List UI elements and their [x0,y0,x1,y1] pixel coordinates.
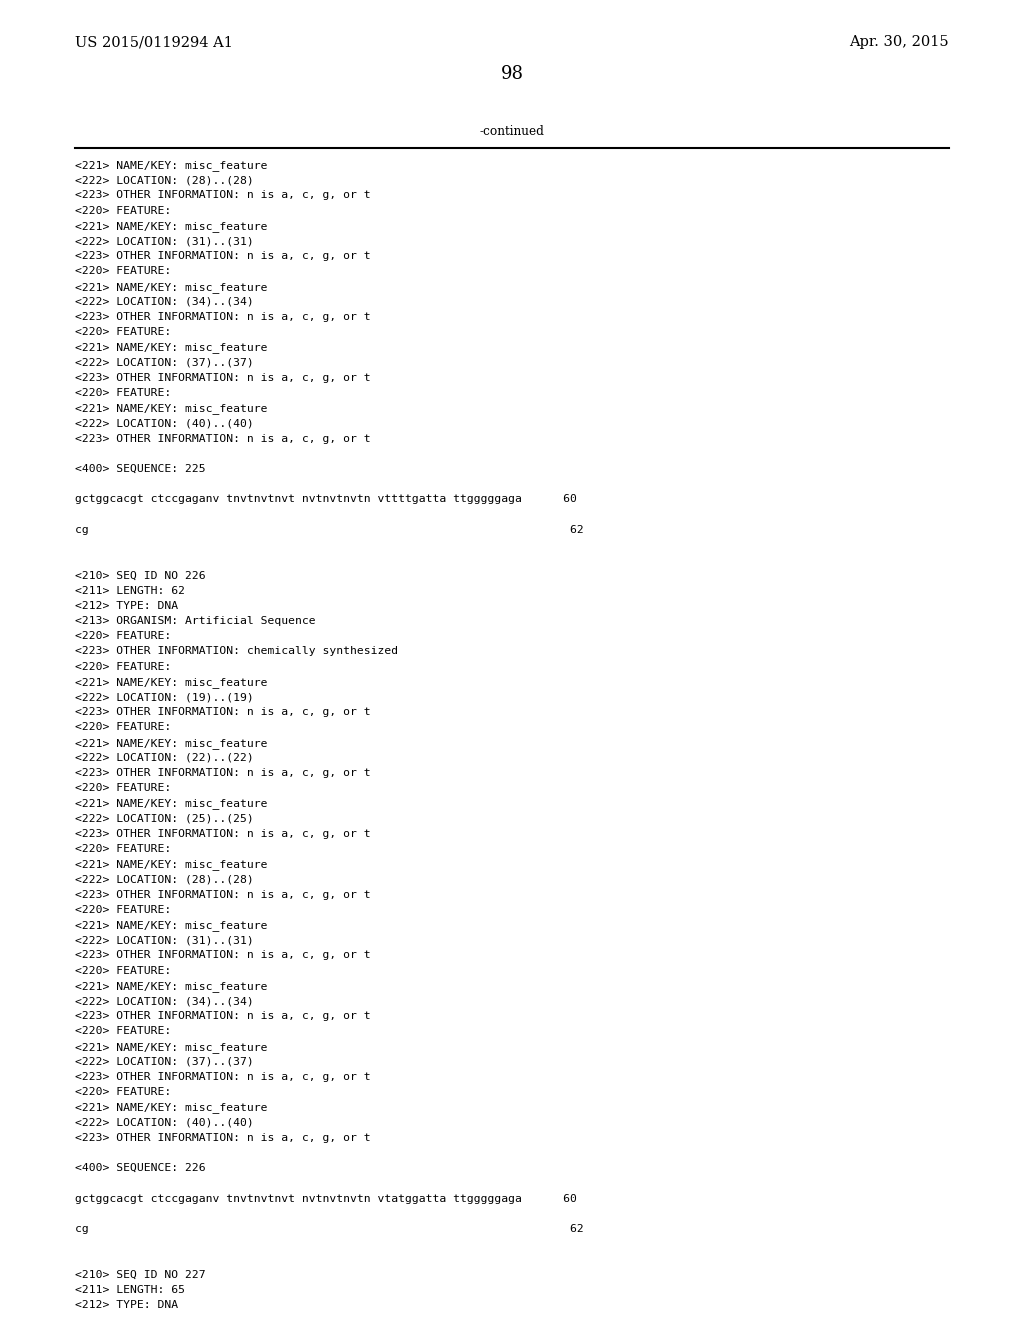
Text: <220> FEATURE:: <220> FEATURE: [75,843,171,854]
Text: <223> OTHER INFORMATION: n is a, c, g, or t: <223> OTHER INFORMATION: n is a, c, g, o… [75,890,371,900]
Text: <223> OTHER INFORMATION: chemically synthesized: <223> OTHER INFORMATION: chemically synt… [75,647,398,656]
Text: US 2015/0119294 A1: US 2015/0119294 A1 [75,36,232,49]
Text: <220> FEATURE:: <220> FEATURE: [75,327,171,337]
Text: <223> OTHER INFORMATION: n is a, c, g, or t: <223> OTHER INFORMATION: n is a, c, g, o… [75,251,371,261]
Text: <221> NAME/KEY: misc_feature: <221> NAME/KEY: misc_feature [75,1102,267,1113]
Text: <222> LOCATION: (22)..(22): <222> LOCATION: (22)..(22) [75,752,254,763]
Text: <220> FEATURE:: <220> FEATURE: [75,783,171,793]
Text: <223> OTHER INFORMATION: n is a, c, g, or t: <223> OTHER INFORMATION: n is a, c, g, o… [75,1133,371,1143]
Text: <220> FEATURE:: <220> FEATURE: [75,661,171,672]
Text: <221> NAME/KEY: misc_feature: <221> NAME/KEY: misc_feature [75,920,267,931]
Text: <221> NAME/KEY: misc_feature: <221> NAME/KEY: misc_feature [75,281,267,293]
Text: -continued: -continued [479,125,545,139]
Text: <223> OTHER INFORMATION: n is a, c, g, or t: <223> OTHER INFORMATION: n is a, c, g, o… [75,708,371,717]
Text: <220> FEATURE:: <220> FEATURE: [75,722,171,733]
Text: <221> NAME/KEY: misc_feature: <221> NAME/KEY: misc_feature [75,160,267,170]
Text: <211> LENGTH: 65: <211> LENGTH: 65 [75,1284,185,1295]
Text: <222> LOCATION: (28)..(28): <222> LOCATION: (28)..(28) [75,176,254,185]
Text: <220> FEATURE:: <220> FEATURE: [75,267,171,276]
Text: gctggcacgt ctccgaganv tnvtnvtnvt nvtnvtnvtn vtatggatta ttgggggaga      60: gctggcacgt ctccgaganv tnvtnvtnvt nvtnvtn… [75,1193,577,1204]
Text: <223> OTHER INFORMATION: n is a, c, g, or t: <223> OTHER INFORMATION: n is a, c, g, o… [75,1072,371,1082]
Text: <221> NAME/KEY: misc_feature: <221> NAME/KEY: misc_feature [75,677,267,688]
Text: <221> NAME/KEY: misc_feature: <221> NAME/KEY: misc_feature [75,403,267,414]
Text: <221> NAME/KEY: misc_feature: <221> NAME/KEY: misc_feature [75,799,267,809]
Text: <212> TYPE: DNA: <212> TYPE: DNA [75,1300,178,1309]
Text: <221> NAME/KEY: misc_feature: <221> NAME/KEY: misc_feature [75,981,267,991]
Text: <220> FEATURE:: <220> FEATURE: [75,1027,171,1036]
Text: cg                                                                      62: cg 62 [75,1224,584,1234]
Text: <222> LOCATION: (31)..(31): <222> LOCATION: (31)..(31) [75,236,254,246]
Text: <223> OTHER INFORMATION: n is a, c, g, or t: <223> OTHER INFORMATION: n is a, c, g, o… [75,372,371,383]
Text: 98: 98 [501,65,523,83]
Text: <222> LOCATION: (40)..(40): <222> LOCATION: (40)..(40) [75,418,254,429]
Text: Apr. 30, 2015: Apr. 30, 2015 [849,36,949,49]
Text: <221> NAME/KEY: misc_feature: <221> NAME/KEY: misc_feature [75,738,267,748]
Text: gctggcacgt ctccgaganv tnvtnvtnvt nvtnvtnvtn vttttgatta ttgggggaga      60: gctggcacgt ctccgaganv tnvtnvtnvt nvtnvtn… [75,495,577,504]
Text: <222> LOCATION: (34)..(34): <222> LOCATION: (34)..(34) [75,997,254,1006]
Text: <223> OTHER INFORMATION: n is a, c, g, or t: <223> OTHER INFORMATION: n is a, c, g, o… [75,433,371,444]
Text: <210> SEQ ID NO 227: <210> SEQ ID NO 227 [75,1270,206,1279]
Text: <222> LOCATION: (37)..(37): <222> LOCATION: (37)..(37) [75,358,254,367]
Text: <211> LENGTH: 62: <211> LENGTH: 62 [75,586,185,595]
Text: <222> LOCATION: (37)..(37): <222> LOCATION: (37)..(37) [75,1057,254,1067]
Text: <220> FEATURE:: <220> FEATURE: [75,631,171,642]
Text: <222> LOCATION: (19)..(19): <222> LOCATION: (19)..(19) [75,692,254,702]
Text: <212> TYPE: DNA: <212> TYPE: DNA [75,601,178,611]
Text: <222> LOCATION: (28)..(28): <222> LOCATION: (28)..(28) [75,874,254,884]
Text: <222> LOCATION: (25)..(25): <222> LOCATION: (25)..(25) [75,813,254,824]
Text: <221> NAME/KEY: misc_feature: <221> NAME/KEY: misc_feature [75,342,267,354]
Text: <220> FEATURE:: <220> FEATURE: [75,1088,171,1097]
Text: <213> ORGANISM: Artificial Sequence: <213> ORGANISM: Artificial Sequence [75,616,315,626]
Text: <221> NAME/KEY: misc_feature: <221> NAME/KEY: misc_feature [75,859,267,870]
Text: <223> OTHER INFORMATION: n is a, c, g, or t: <223> OTHER INFORMATION: n is a, c, g, o… [75,1011,371,1022]
Text: <222> LOCATION: (40)..(40): <222> LOCATION: (40)..(40) [75,1118,254,1127]
Text: <223> OTHER INFORMATION: n is a, c, g, or t: <223> OTHER INFORMATION: n is a, c, g, o… [75,312,371,322]
Text: <220> FEATURE:: <220> FEATURE: [75,966,171,975]
Text: <223> OTHER INFORMATION: n is a, c, g, or t: <223> OTHER INFORMATION: n is a, c, g, o… [75,950,371,961]
Text: <223> OTHER INFORMATION: n is a, c, g, or t: <223> OTHER INFORMATION: n is a, c, g, o… [75,768,371,777]
Text: <222> LOCATION: (31)..(31): <222> LOCATION: (31)..(31) [75,935,254,945]
Text: <222> LOCATION: (34)..(34): <222> LOCATION: (34)..(34) [75,297,254,306]
Text: <221> NAME/KEY: misc_feature: <221> NAME/KEY: misc_feature [75,220,267,232]
Text: <220> FEATURE:: <220> FEATURE: [75,904,171,915]
Text: <400> SEQUENCE: 225: <400> SEQUENCE: 225 [75,465,206,474]
Text: cg                                                                      62: cg 62 [75,525,584,535]
Text: <210> SEQ ID NO 226: <210> SEQ ID NO 226 [75,570,206,581]
Text: <400> SEQUENCE: 226: <400> SEQUENCE: 226 [75,1163,206,1173]
Text: <223> OTHER INFORMATION: n is a, c, g, or t: <223> OTHER INFORMATION: n is a, c, g, o… [75,829,371,838]
Text: <220> FEATURE:: <220> FEATURE: [75,206,171,215]
Text: <223> OTHER INFORMATION: n is a, c, g, or t: <223> OTHER INFORMATION: n is a, c, g, o… [75,190,371,201]
Text: <220> FEATURE:: <220> FEATURE: [75,388,171,399]
Text: <221> NAME/KEY: misc_feature: <221> NAME/KEY: misc_feature [75,1041,267,1052]
